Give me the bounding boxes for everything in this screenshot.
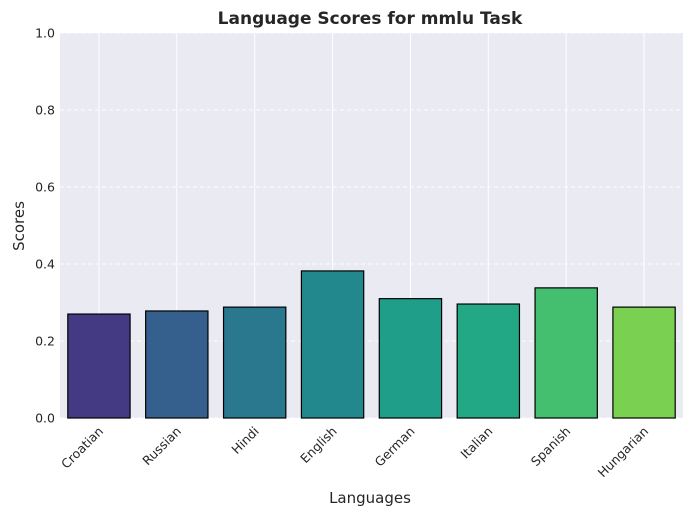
x-tick-label: Hindi xyxy=(228,424,261,457)
x-tick-label: Spanish xyxy=(528,424,574,470)
bar-hungarian xyxy=(612,306,676,419)
x-tick-label: English xyxy=(297,424,340,467)
x-tick-label: German xyxy=(372,424,418,470)
y-tick-label: 1.0 xyxy=(35,26,55,41)
x-tick-label: Russian xyxy=(139,424,184,469)
y-tick-label: 0.0 xyxy=(35,411,55,426)
chart-title: Language Scores for mmlu Task xyxy=(218,9,523,29)
y-tick-label: 0.2 xyxy=(35,334,55,349)
x-tick-label: Croatian xyxy=(58,424,106,472)
bar-hindi xyxy=(222,306,287,419)
bars xyxy=(67,270,676,419)
y-tick-labels: 0.0 0.2 0.4 0.6 0.8 1.0 xyxy=(35,26,55,426)
x-tick-label: Italian xyxy=(457,424,495,462)
x-axis-label: Languages xyxy=(329,489,411,507)
y-tick-label: 0.6 xyxy=(35,180,55,195)
bar-croatian xyxy=(67,313,131,419)
y-axis-label: Scores xyxy=(10,201,28,251)
bar-german xyxy=(378,298,443,419)
bar-spanish xyxy=(534,287,598,419)
y-tick-label: 0.8 xyxy=(35,103,55,118)
bar-russian xyxy=(145,310,209,419)
x-tick-labels: Croatian Russian Hindi English German Italian… xyxy=(58,424,651,481)
bar-italian xyxy=(456,303,521,419)
y-tick-label: 0.4 xyxy=(35,257,55,272)
x-tick-label: Hungarian xyxy=(595,424,652,481)
bar-english xyxy=(300,270,365,419)
